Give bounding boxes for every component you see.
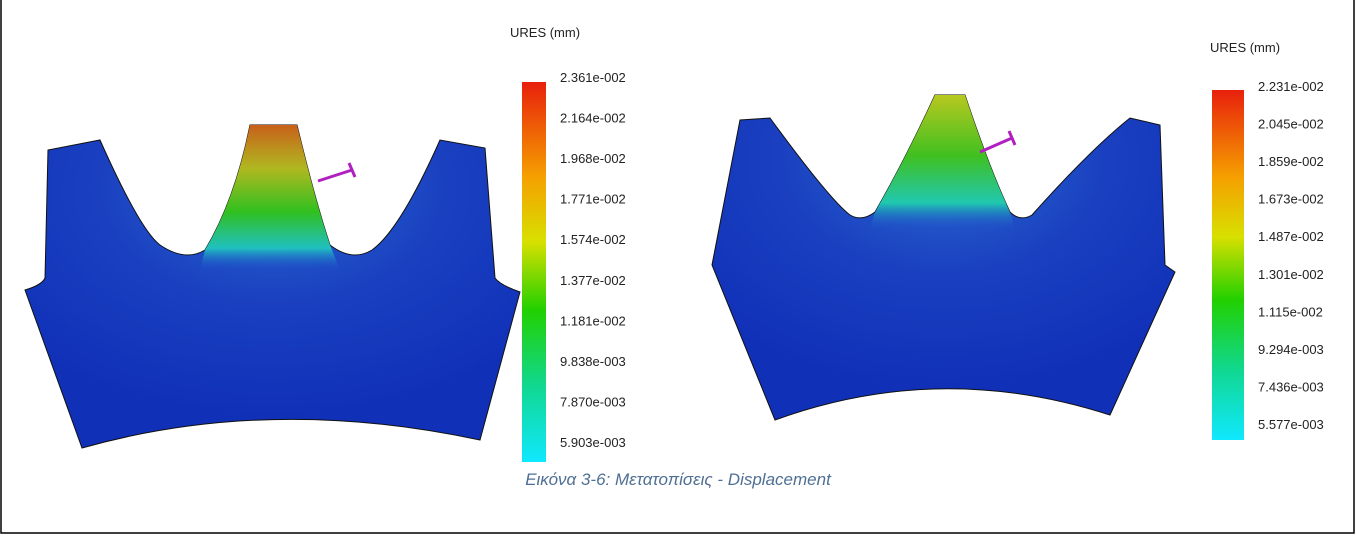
figure-page: URES (mm) URES (mm) Εικόνα 3-6: Μετατοπί… — [0, 0, 1356, 535]
legend-tick-label: 1.377e-002 — [560, 273, 626, 288]
legend-tick-label: 1.771e-002 — [560, 192, 626, 207]
color-bar — [1212, 90, 1244, 440]
legend-tick-label: 2.045e-002 — [1258, 117, 1324, 132]
legend-tick-label: 7.436e-003 — [1258, 379, 1324, 394]
color-bar — [522, 82, 546, 462]
legend-tick-label: 5.903e-003 — [560, 435, 626, 450]
legend-tick-label: 9.294e-003 — [1258, 342, 1324, 357]
legend-tick-label: 1.181e-002 — [560, 313, 626, 328]
load-arrow — [980, 131, 1015, 152]
legend-tick-label: 1.968e-002 — [560, 151, 626, 166]
legend-tick-label: 1.673e-002 — [1258, 192, 1324, 207]
caption: Εικόνα 3-6: Μετατοπίσεις - Displacement — [525, 470, 832, 489]
legend-tick-label: 2.164e-002 — [560, 111, 626, 126]
legend-tick-label: 2.361e-002 — [560, 70, 626, 85]
legend-tick-label: 1.574e-002 — [560, 232, 626, 247]
legend-tick-label: 1.115e-002 — [1258, 304, 1323, 319]
legend-tick-label: 1.487e-002 — [1258, 229, 1324, 244]
legend-tick-label: 1.301e-002 — [1258, 267, 1324, 282]
legend-tick-label: 2.231e-002 — [1258, 79, 1324, 94]
legend-title: URES (mm) — [510, 25, 580, 40]
legend-tick-label: 9.838e-003 — [560, 354, 626, 369]
legend-tick-label: 7.870e-003 — [560, 394, 626, 409]
legend-title: URES (mm) — [1210, 40, 1280, 55]
legend-tick-label: 1.859e-002 — [1258, 154, 1324, 169]
tooth-highlight — [870, 95, 1015, 230]
tooth-highlight — [200, 125, 340, 270]
load-arrow — [318, 163, 355, 181]
legend-tick-label: 5.577e-003 — [1258, 417, 1324, 432]
